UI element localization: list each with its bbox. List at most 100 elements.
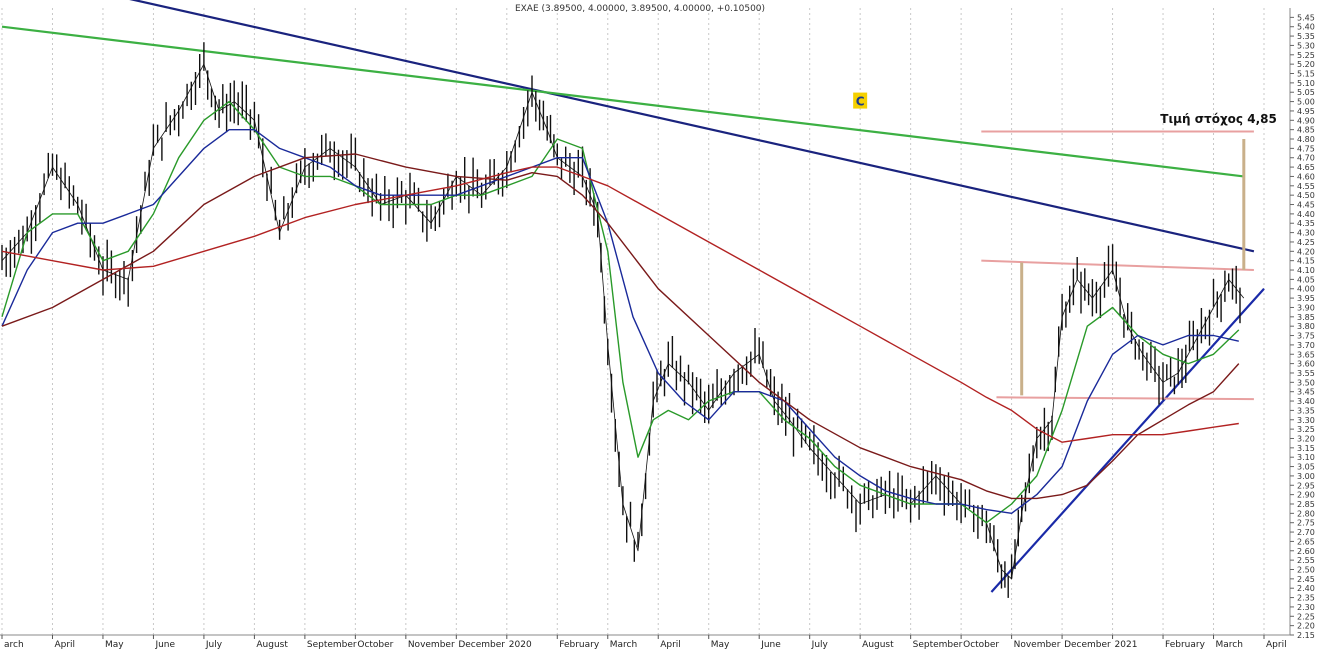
y-tick-label-50: 4.65 (1297, 163, 1315, 172)
y-tick-label-64: 5.35 (1297, 32, 1315, 41)
x-tick-label-3: June (154, 640, 175, 649)
moving-average-2 (1, 153, 1240, 500)
y-tick-label-13: 2.80 (1297, 509, 1315, 518)
x-tick-label-12: March (610, 640, 637, 649)
y-tick-label-1: 2.20 (1297, 622, 1315, 631)
y-tick-label-26: 3.45 (1297, 388, 1315, 397)
y-tick-label-17: 3.00 (1297, 472, 1315, 481)
y-tick-label-23: 3.30 (1297, 416, 1315, 425)
y-tick-label-4: 2.35 (1297, 594, 1315, 603)
y-tick-label-11: 2.70 (1297, 528, 1315, 537)
y-tick-label-2: 2.25 (1297, 612, 1315, 621)
moving-average-0 (1, 100, 1240, 524)
chart-title: EXAE (3.89500, 4.00000, 3.89500, 4.00000… (515, 4, 765, 14)
target-annotation: Τιμή στόχος 4,85 (1160, 112, 1277, 126)
y-tick-label-8: 2.55 (1297, 556, 1315, 565)
y-tick-label-48: 4.55 (1297, 182, 1315, 191)
x-tick-label-8: November (408, 640, 455, 649)
x-tick-label-6: September (307, 640, 357, 649)
y-tick-label-53: 4.80 (1297, 135, 1315, 144)
y-tick-label-52: 4.75 (1297, 144, 1315, 153)
y-tick-label-15: 2.90 (1297, 491, 1315, 500)
x-tick-label-20: November (1014, 640, 1061, 649)
trendline-support-blue-up (990, 288, 1265, 593)
x-tick-label-22: 2021 (1115, 640, 1138, 649)
trendline-resistance-green-down (1, 25, 1244, 178)
x-tick-label-17: August (862, 640, 894, 649)
y-tick-label-63: 5.30 (1297, 41, 1315, 50)
x-tick-label-7: October (357, 640, 393, 649)
y-tick-label-40: 4.15 (1297, 257, 1315, 266)
x-tick-label-14: May (711, 640, 730, 649)
y-tick-label-38: 4.05 (1297, 275, 1315, 284)
y-tick-label-20: 3.15 (1297, 444, 1315, 453)
x-tick-label-25: April (1266, 640, 1287, 649)
trendline-range-bottom (996, 396, 1254, 401)
y-tick-label-21: 3.20 (1297, 434, 1315, 443)
y-tick-label-0: 2.15 (1297, 631, 1315, 640)
x-tick-label-13: April (660, 640, 681, 649)
y-tick-label-35: 3.90 (1297, 303, 1315, 312)
y-tick-label-55: 4.90 (1297, 116, 1315, 125)
x-axis: arch April May June July August September Octob… (0, 634, 1290, 649)
y-tick-label-60: 5.15 (1297, 70, 1315, 79)
x-tick-label-11: February (559, 640, 600, 649)
y-tick-label-36: 3.95 (1297, 294, 1315, 303)
y-tick-label-43: 4.30 (1297, 229, 1315, 238)
y-tick-label-32: 3.75 (1297, 332, 1315, 341)
y-tick-label-44: 4.35 (1297, 219, 1315, 228)
y-tick-label-58: 5.05 (1297, 88, 1315, 97)
x-tick-label-2: May (105, 640, 124, 649)
y-tick-label-61: 5.20 (1297, 60, 1315, 69)
y-tick-label-6: 2.45 (1297, 575, 1315, 584)
y-tick-label-18: 3.05 (1297, 463, 1315, 472)
y-tick-label-54: 4.85 (1297, 126, 1315, 135)
x-tick-label-15: June (760, 640, 781, 649)
x-tick-label-9: December (458, 640, 505, 649)
y-tick-label-46: 4.45 (1297, 201, 1315, 210)
y-tick-label-41: 4.20 (1297, 247, 1315, 256)
x-tick-label-24: March (1216, 640, 1243, 649)
y-tick-label-27: 3.50 (1297, 378, 1315, 387)
y-tick-label-51: 4.70 (1297, 154, 1315, 163)
y-tick-label-33: 3.80 (1297, 322, 1315, 331)
y-tick-label-25: 3.40 (1297, 397, 1315, 406)
y-tick-label-14: 2.85 (1297, 500, 1315, 509)
x-tick-label-16: July (811, 640, 829, 649)
trendline-range-top (981, 259, 1254, 272)
y-tick-label-31: 3.70 (1297, 341, 1315, 350)
y-tick-label-30: 3.65 (1297, 350, 1315, 359)
x-tick-label-19: October (963, 640, 999, 649)
moving-averages (1, 100, 1240, 524)
y-tick-label-65: 5.40 (1297, 23, 1315, 32)
y-tick-label-7: 2.50 (1297, 565, 1315, 574)
y-axis: 2.152.202.252.302.352.402.452.502.552.60… (1289, 8, 1315, 640)
wave-badge (853, 92, 868, 109)
moving-average-3 (1, 166, 1239, 443)
x-tick-label-1: April (54, 640, 75, 649)
y-tick-label-16: 2.95 (1297, 481, 1315, 490)
x-tick-label-23: February (1165, 640, 1206, 649)
y-tick-label-5: 2.40 (1297, 584, 1315, 593)
x-tick-label-4: July (205, 640, 223, 649)
y-tick-label-62: 5.25 (1297, 51, 1315, 60)
y-tick-label-37: 4.00 (1297, 285, 1315, 294)
x-tick-label-10: 2020 (509, 640, 532, 649)
x-tick-label-5: August (256, 640, 288, 649)
trendlines (1, 0, 1265, 593)
x-tick-label-21: December (1064, 640, 1111, 649)
y-tick-label-59: 5.10 (1297, 79, 1315, 88)
y-tick-label-28: 3.55 (1297, 369, 1315, 378)
y-tick-label-24: 3.35 (1297, 406, 1315, 415)
y-tick-label-10: 2.65 (1297, 537, 1315, 546)
y-tick-label-45: 4.40 (1297, 210, 1315, 219)
y-tick-label-57: 5.00 (1297, 98, 1315, 107)
y-tick-label-49: 4.60 (1297, 172, 1315, 181)
trendline-resistance-blue-down (129, 0, 1255, 253)
y-tick-label-3: 2.30 (1297, 603, 1315, 612)
y-tick-label-9: 2.60 (1297, 547, 1315, 556)
x-tick-label-18: September (913, 640, 963, 649)
y-tick-label-22: 3.25 (1297, 425, 1315, 434)
